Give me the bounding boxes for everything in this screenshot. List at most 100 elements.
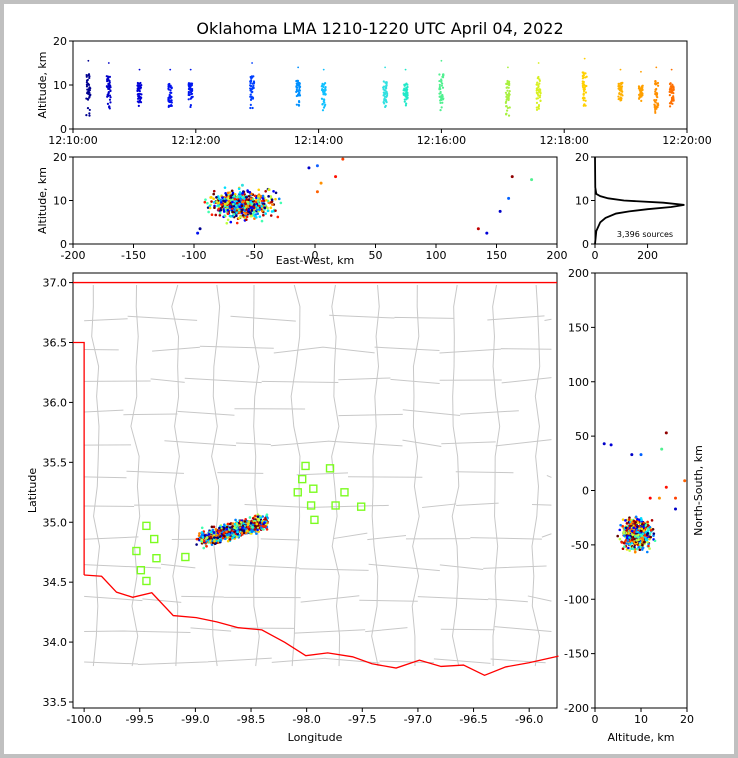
time-height-source-point bbox=[169, 99, 173, 102]
time-height-source-point bbox=[508, 106, 511, 109]
time-height-source-point bbox=[538, 82, 541, 85]
alt-hist-ytick-label: 0 bbox=[582, 238, 589, 251]
ew-height-source-point bbox=[255, 202, 258, 205]
ew-height-xtick-label: -200 bbox=[61, 249, 86, 262]
time-height-source-point bbox=[86, 78, 89, 82]
plan-view-source-point bbox=[217, 530, 221, 533]
time-height-source-point bbox=[250, 90, 253, 93]
ns-height-outlier-point bbox=[609, 443, 613, 447]
alt-hist-source-count: 3,396 sources bbox=[617, 230, 673, 239]
time-height-source-point bbox=[382, 91, 385, 94]
ns-height-source-point bbox=[646, 540, 649, 544]
ew-height-source-point bbox=[246, 200, 249, 203]
plan-view-source-point bbox=[253, 521, 256, 525]
ns-height-source-point bbox=[633, 535, 637, 538]
plot-layer: 12:10:00 12:12:00 12:14:00 12:16:00 12:18:00… bbox=[26, 35, 712, 744]
time-height-source-point bbox=[583, 103, 586, 106]
plan-view-source-point bbox=[263, 521, 266, 525]
ns-height-source-point bbox=[628, 529, 632, 532]
ns-height-source-point bbox=[639, 545, 642, 549]
ew-height-source-point bbox=[262, 202, 266, 205]
time-height-source-point bbox=[640, 95, 643, 98]
ew-height-source-point bbox=[226, 218, 230, 222]
ns-height-source-point bbox=[625, 529, 628, 532]
time-height-source-point bbox=[137, 95, 140, 98]
time-height-source-point bbox=[507, 96, 510, 99]
ns-height-source-point bbox=[635, 539, 638, 542]
time-height-source-point bbox=[251, 82, 254, 85]
ew-height-source-point bbox=[220, 201, 223, 204]
plan-view-source-point bbox=[228, 528, 231, 531]
county-boundary-line bbox=[211, 284, 221, 667]
ns-height-source-point bbox=[645, 550, 649, 554]
time-height-source-point bbox=[298, 89, 302, 92]
time-height-source-point bbox=[653, 99, 656, 102]
time-height-source-point bbox=[504, 101, 507, 104]
time-height-source-point bbox=[88, 94, 91, 97]
lma-station-marker bbox=[301, 461, 310, 471]
time-height-source-point bbox=[167, 83, 171, 86]
time-height-source-point bbox=[167, 87, 170, 90]
time-height-ytick-label: 20 bbox=[53, 35, 67, 48]
time-height-xtick-label: 12:14:00 bbox=[294, 134, 343, 147]
ew-height-source-point bbox=[230, 189, 234, 193]
time-height-source-point bbox=[251, 106, 254, 110]
ew-height-source-point bbox=[256, 212, 260, 216]
time-height-source-point bbox=[537, 62, 540, 64]
ns-height-ytick-label: 100 bbox=[568, 376, 589, 389]
time-height-source-point bbox=[139, 86, 142, 89]
time-height-source-point bbox=[654, 88, 657, 91]
time-height-source-point bbox=[637, 93, 641, 96]
ew-height-source-point bbox=[255, 196, 258, 200]
time-height-source-point bbox=[249, 103, 252, 106]
ew-height-source-point bbox=[239, 194, 242, 198]
ew-height-source-point bbox=[243, 202, 247, 205]
time-height-source-point bbox=[653, 103, 656, 106]
county-boundary-line bbox=[84, 408, 519, 417]
ew-height-source-point bbox=[215, 200, 218, 203]
ew-height-source-point bbox=[241, 214, 245, 217]
time-height-source-point bbox=[250, 84, 253, 88]
plan-view-source-point bbox=[216, 536, 220, 540]
ns-height-source-point bbox=[632, 519, 636, 523]
time-height-source-point bbox=[384, 89, 387, 92]
ew-height-ytick-label: 0 bbox=[60, 238, 67, 251]
time-height-source-point bbox=[106, 102, 110, 105]
time-height-source-point bbox=[107, 87, 110, 91]
alt-hist-ytick-label: 10 bbox=[575, 195, 589, 208]
time-height-source-point bbox=[383, 93, 386, 96]
ns-height-source-point bbox=[641, 538, 645, 542]
time-height-source-point bbox=[637, 85, 641, 88]
time-height-source-point bbox=[654, 101, 657, 104]
time-height-source-point bbox=[323, 90, 326, 93]
ew-height-source-point bbox=[250, 202, 254, 206]
ew-height-xtick-label: -150 bbox=[121, 249, 146, 262]
ns-height-source-point bbox=[640, 518, 643, 522]
plan-view-source-point bbox=[259, 516, 262, 520]
plan-view-source-point bbox=[195, 543, 198, 546]
ns-height-source-point bbox=[646, 520, 649, 524]
ns-height-source-point bbox=[653, 539, 657, 543]
time-height-source-point bbox=[438, 83, 441, 86]
time-height-source-point bbox=[296, 79, 300, 82]
ew-height-source-point bbox=[218, 213, 222, 217]
time-height-source-point bbox=[582, 89, 586, 93]
time-height-source-point bbox=[321, 102, 324, 106]
ew-height-source-point bbox=[258, 202, 261, 206]
ew-height-source-point bbox=[204, 198, 207, 201]
ns-height-outlier-point bbox=[648, 496, 652, 500]
ns-height-source-point bbox=[642, 541, 646, 544]
ew-height-source-point bbox=[258, 208, 261, 211]
ew-height-source-point bbox=[246, 189, 249, 192]
time-height-source-point bbox=[657, 84, 660, 87]
time-height-source-point bbox=[402, 92, 405, 95]
time-height-source-point bbox=[508, 90, 511, 93]
ns-height-outlier-point bbox=[657, 496, 661, 500]
time-height-source-point bbox=[189, 105, 192, 109]
time-height-source-point bbox=[537, 86, 540, 89]
time-height-source-point bbox=[252, 84, 255, 87]
plan-view-ytick-label: 37.0 bbox=[43, 277, 68, 290]
time-height-source-point bbox=[88, 114, 91, 117]
ns-height-source-point bbox=[622, 541, 626, 545]
time-height-source-point bbox=[249, 93, 252, 96]
